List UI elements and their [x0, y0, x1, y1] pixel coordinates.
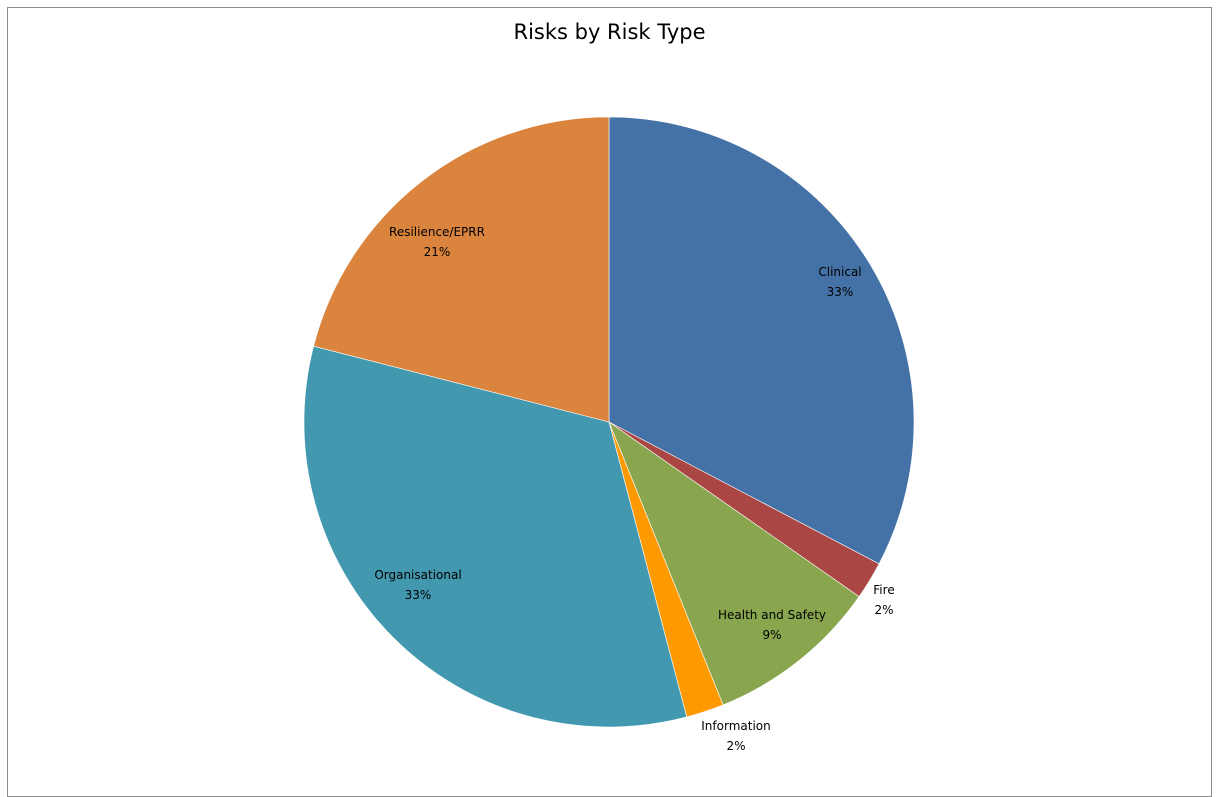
slice-label-resilience-eprr: Resilience/EPRR	[389, 225, 485, 239]
slice-label-health-and-safety: Health and Safety	[718, 608, 826, 622]
slice-label-organisational: Organisational	[374, 568, 461, 582]
slice-percent-resilience-eprr: 21%	[424, 245, 451, 259]
pie-slice-clinical	[608, 116, 915, 565]
slice-percent-information: 2%	[726, 739, 745, 753]
slice-label-fire: Fire	[873, 583, 894, 597]
pie-slice-health-and-safety	[608, 421, 860, 706]
slice-percent-health-and-safety: 9%	[762, 628, 781, 642]
slice-percent-fire: 2%	[874, 603, 893, 617]
slice-label-clinical: Clinical	[818, 265, 861, 279]
chart-title: Risks by Risk Type	[513, 20, 706, 44]
slice-percent-organisational: 33%	[405, 588, 432, 602]
slice-label-information: Information	[701, 719, 770, 733]
pie-slice-resilience-eprr	[313, 116, 610, 423]
slice-percent-clinical: 33%	[827, 285, 854, 299]
pie-slice-organisational	[303, 345, 688, 728]
